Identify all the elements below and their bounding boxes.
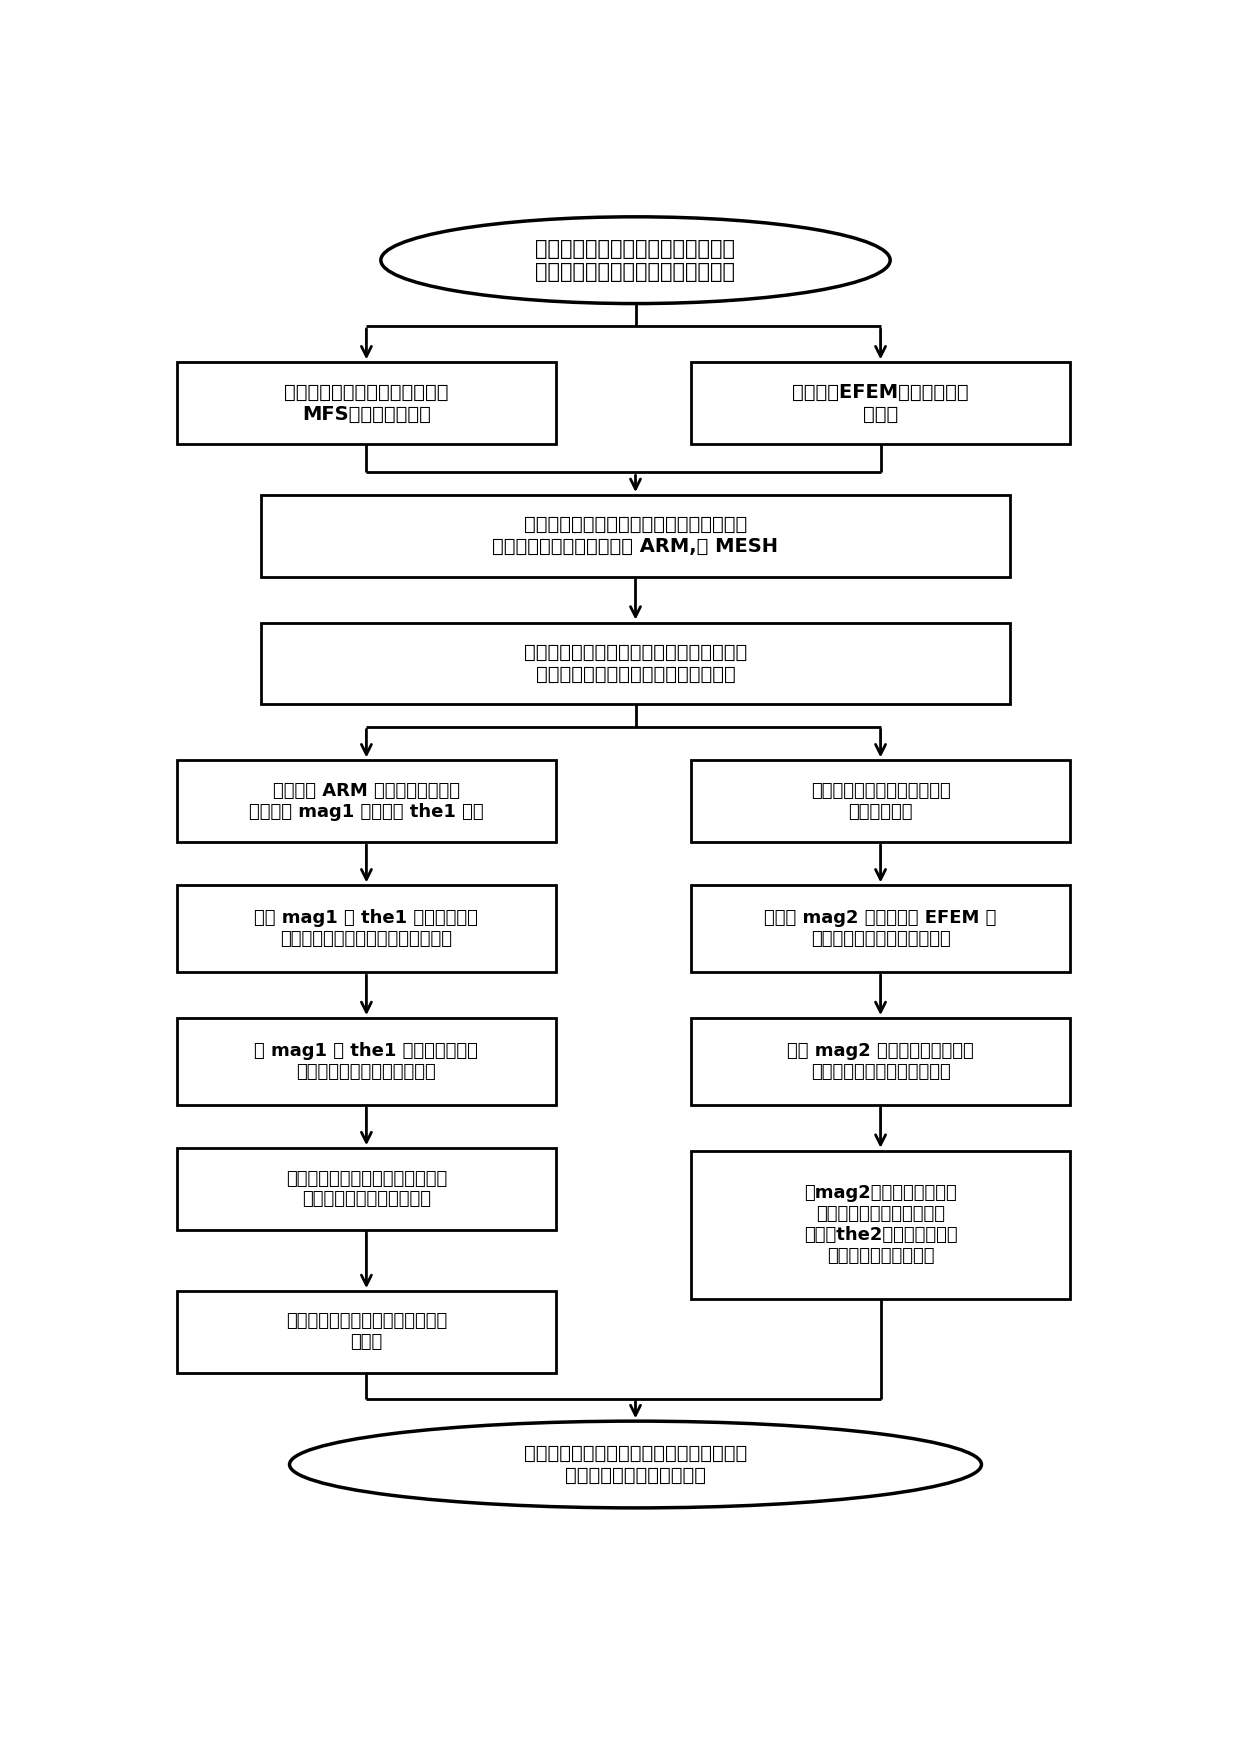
Text: 采取插值法载荷转移、设定交错求
解次数、时间频率及收敛值: 采取插值法载荷转移、设定交错求 解次数、时间频率及收敛值	[285, 1170, 448, 1208]
FancyBboxPatch shape	[176, 1149, 557, 1231]
FancyBboxPatch shape	[176, 885, 557, 973]
FancyBboxPatch shape	[691, 760, 1070, 842]
Text: 对 mag1 和 the1 二场分别进行约
束，如定义各自的单元类型等: 对 mag1 和 the1 二场分别进行约 束，如定义各自的单元类型等	[254, 1042, 479, 1081]
FancyBboxPatch shape	[176, 1292, 557, 1373]
FancyBboxPatch shape	[260, 622, 1011, 704]
FancyBboxPatch shape	[691, 1018, 1070, 1105]
FancyBboxPatch shape	[176, 1018, 557, 1105]
Text: 定义为 mag2 场，并采用 EFEM 棱
边有限元进行瞬态电磁场计算: 定义为 mag2 场，并采用 EFEM 棱 边有限元进行瞬态电磁场计算	[764, 910, 997, 948]
FancyBboxPatch shape	[691, 1150, 1070, 1299]
Text: 开启多场求解器，二场开始交错迭
代计算: 开启多场求解器，二场开始交错迭 代计算	[285, 1312, 448, 1351]
Text: 将定子铁心、转子永磁体及沟槽按涡
流损耗形成分类，以便选择耦合方式: 将定子铁心、转子永磁体及沟槽按涡 流损耗形成分类，以便选择耦合方式	[536, 239, 735, 282]
Text: 施加统一载荷，如定子等效电流密度，转子
转速等，其中设定载荷变化大小和方式: 施加统一载荷，如定子等效电流密度，转子 转速等，其中设定载荷变化大小和方式	[523, 643, 748, 683]
FancyBboxPatch shape	[260, 495, 1011, 577]
Text: 建立模型，对三模块分别赋予属性，并创建
定子铁心与转子永磁体组建 ARM,再 MESH: 建立模型，对三模块分别赋予属性，并创建 定子铁心与转子永磁体组建 ARM,再 M…	[492, 516, 779, 556]
FancyBboxPatch shape	[691, 885, 1070, 973]
Text: 可将 mag2 场的结果如磁密、磁
场强度、涡流损耗功率等输出: 可将 mag2 场的结果如磁密、磁 场强度、涡流损耗功率等输出	[787, 1042, 973, 1081]
Ellipse shape	[290, 1421, 982, 1508]
Text: 对沟槽有限元模型设定单元类
型和相应约束: 对沟槽有限元模型设定单元类 型和相应约束	[811, 781, 950, 821]
FancyBboxPatch shape	[176, 363, 557, 444]
Text: 复制一套 ARM 有限元模型，并分
别定义为 mag1 电磁场和 the1 温度: 复制一套 ARM 有限元模型，并分 别定义为 mag1 电磁场和 the1 温度	[249, 781, 484, 821]
FancyBboxPatch shape	[691, 363, 1070, 444]
Ellipse shape	[381, 216, 890, 303]
Text: 沟槽采用EFEM棱边有限元耦
合方式: 沟槽采用EFEM棱边有限元耦 合方式	[792, 382, 968, 424]
Text: 定子铁心和转子永磁体采用一致
MFS单代码耦合方式: 定子铁心和转子永磁体采用一致 MFS单代码耦合方式	[284, 382, 449, 424]
Text: 设定 mag1 和 the1 二场共同的面
（体）作为载荷转移的标识面（体）: 设定 mag1 和 the1 二场共同的面 （体）作为载荷转移的标识面（体）	[254, 910, 479, 948]
Text: 将mag2结果中的涡流损耗
转换为热功率，然后转移到
温度场the2，程序执行完毕
后磁单元转换为热单元: 将mag2结果中的涡流损耗 转换为热功率，然后转移到 温度场the2，程序执行完…	[804, 1185, 957, 1265]
Text: 求解结束，通过后处理器可以输出磁密、热
功率及温度场等数据和云图: 求解结束，通过后处理器可以输出磁密、热 功率及温度场等数据和云图	[523, 1443, 748, 1485]
FancyBboxPatch shape	[176, 760, 557, 842]
